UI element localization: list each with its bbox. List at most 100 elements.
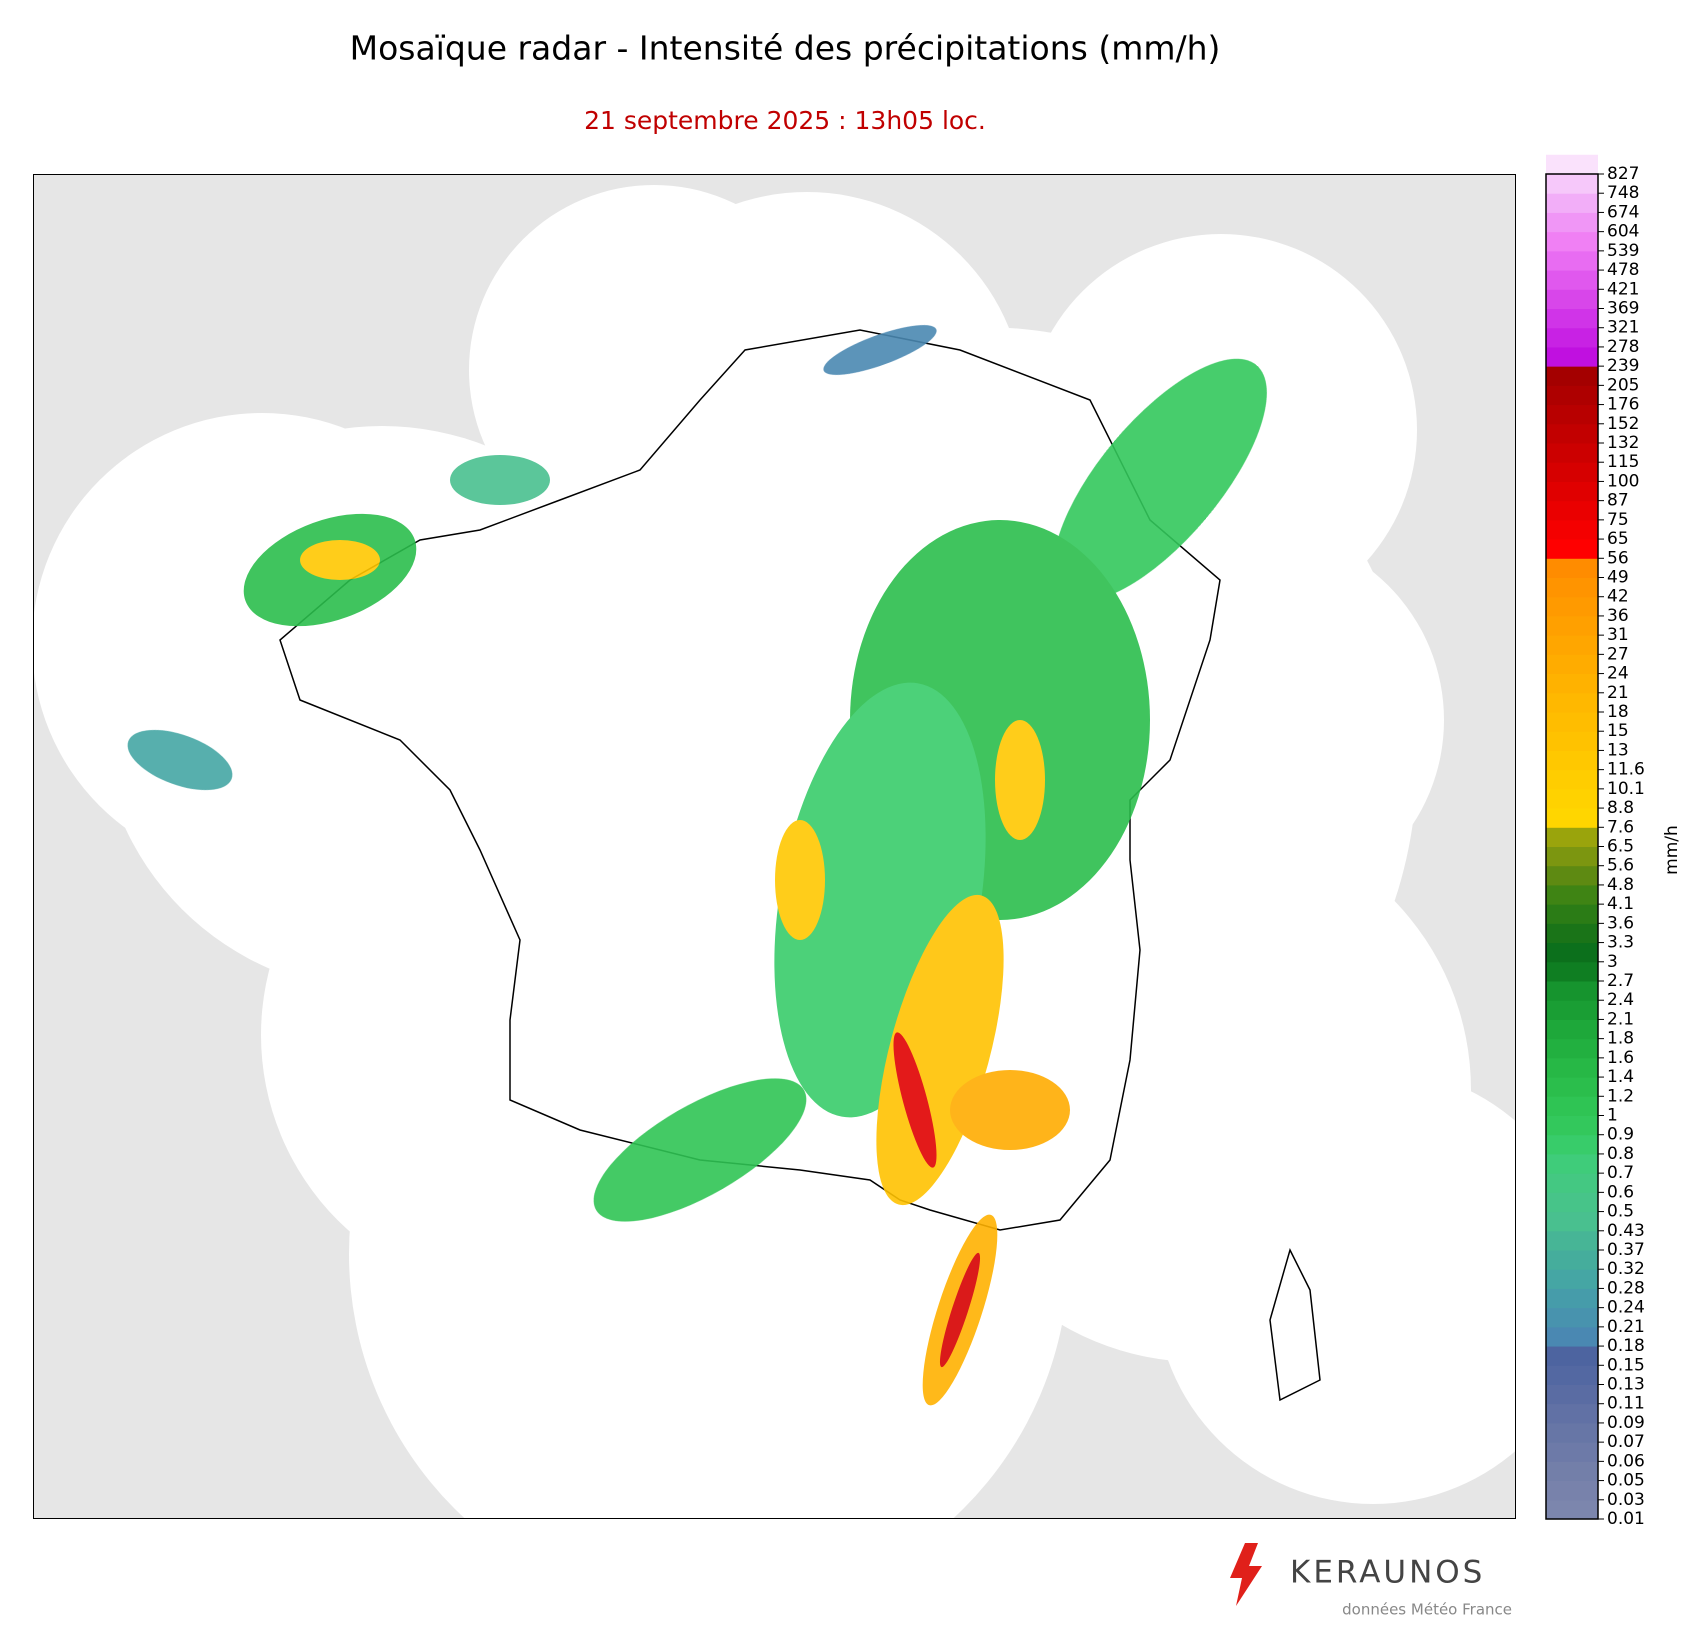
colorbar-tick-label: 1.4 bbox=[1607, 1067, 1634, 1087]
colorbar-tick-label: 2.4 bbox=[1607, 990, 1634, 1010]
colorbar-tick-label: 0.13 bbox=[1607, 1375, 1645, 1395]
colorbar-tick-label: 27 bbox=[1607, 644, 1629, 664]
title: Mosaïque radar - Intensité des précipita… bbox=[350, 29, 1221, 68]
colorbar-segment bbox=[1546, 788, 1598, 809]
colorbar-tick-label: 0.07 bbox=[1607, 1432, 1645, 1452]
colorbar-segment bbox=[1546, 212, 1598, 233]
colorbar-tick-label: 278 bbox=[1607, 337, 1639, 357]
logo: KERAUNOS données Météo France bbox=[1230, 1543, 1512, 1619]
colorbar-segment bbox=[1546, 673, 1598, 694]
colorbar-tick-label: 100 bbox=[1607, 471, 1639, 491]
colorbar-tick-label: 2.1 bbox=[1607, 1009, 1634, 1029]
colorbar-segment bbox=[1546, 1038, 1598, 1059]
colorbar-tick-label: 0.9 bbox=[1607, 1125, 1634, 1145]
colorbar-tick-label: 115 bbox=[1607, 452, 1639, 472]
colorbar-segment bbox=[1546, 712, 1598, 732]
colorbar-tick-label: 674 bbox=[1607, 202, 1639, 222]
colorbar-segment bbox=[1546, 519, 1598, 540]
colorbar-segment bbox=[1546, 270, 1598, 290]
colorbar-tick-label: 0.37 bbox=[1607, 1240, 1645, 1260]
colorbar-segment bbox=[1546, 750, 1598, 771]
colorbar-segment bbox=[1546, 1096, 1598, 1116]
colorbar-tick-label: 205 bbox=[1607, 375, 1639, 395]
colorbar-segment bbox=[1546, 731, 1598, 751]
colorbar-tick-label: 827 bbox=[1607, 164, 1639, 184]
colorbar-segment bbox=[1546, 1153, 1598, 1174]
colorbar-segment bbox=[1546, 1326, 1598, 1347]
colorbar-segment bbox=[1546, 1115, 1598, 1136]
colorbar-segment bbox=[1546, 1173, 1598, 1193]
colorbar-segment bbox=[1546, 404, 1598, 425]
colorbar-tick-label: 1.8 bbox=[1607, 1029, 1634, 1049]
colorbar-tick-label: 10.1 bbox=[1607, 779, 1645, 799]
colorbar-tick-label: 604 bbox=[1607, 222, 1639, 242]
colorbar-segment bbox=[1546, 1000, 1598, 1020]
colorbar-segment bbox=[1546, 884, 1598, 905]
colorbar-segment bbox=[1546, 250, 1598, 271]
colorbar-tick-label: 3.6 bbox=[1607, 913, 1634, 933]
colorbar-segment bbox=[1546, 174, 1598, 194]
colorbar-label: mm/h bbox=[1662, 825, 1682, 875]
colorbar-tick-label: 5.6 bbox=[1607, 856, 1634, 876]
colorbar-segment bbox=[1546, 577, 1598, 598]
colorbar-segment bbox=[1546, 1134, 1598, 1155]
colorbar-tick-label: 0.6 bbox=[1607, 1182, 1634, 1202]
colorbar-tick-label: 75 bbox=[1607, 510, 1629, 530]
colorbar-tick-label: 49 bbox=[1607, 568, 1629, 588]
colorbar-tick-label: 0.09 bbox=[1607, 1413, 1645, 1433]
colorbar-tick-label: 3.3 bbox=[1607, 933, 1634, 953]
colorbar-segment bbox=[1546, 923, 1598, 944]
colorbar-tick-label: 0.8 bbox=[1607, 1144, 1634, 1164]
colorbar-segment bbox=[1546, 846, 1598, 867]
colorbar-tick-label: 478 bbox=[1607, 260, 1639, 280]
colorbar-tick-label: 36 bbox=[1607, 606, 1629, 626]
colorbar-tick-label: 0.18 bbox=[1607, 1336, 1645, 1356]
colorbar-tick-label: 0.43 bbox=[1607, 1221, 1645, 1241]
colorbar-segment bbox=[1546, 327, 1598, 348]
colorbar-tick-label: 0.32 bbox=[1607, 1259, 1645, 1279]
colorbar-segment bbox=[1546, 1019, 1598, 1040]
colorbar-segment bbox=[1546, 1480, 1598, 1501]
colorbar-segment bbox=[1546, 904, 1598, 924]
colorbar-segment bbox=[1546, 1077, 1598, 1097]
colorbar-tick-label: 13 bbox=[1607, 740, 1629, 760]
colorbar-segment bbox=[1546, 481, 1598, 502]
colorbar-tick-label: 42 bbox=[1607, 587, 1629, 607]
colorbar-tick-label: 369 bbox=[1607, 299, 1639, 319]
colorbar-segment bbox=[1546, 1211, 1598, 1232]
colorbar-tick-label: 4.1 bbox=[1607, 894, 1634, 914]
colorbar-segment bbox=[1546, 289, 1598, 309]
colorbar-tick-label: 15 bbox=[1607, 721, 1629, 741]
colorbar-segment bbox=[1546, 942, 1598, 963]
colorbar-tick-label: 0.05 bbox=[1607, 1471, 1645, 1491]
colorbar-segment bbox=[1546, 154, 1598, 175]
colorbar-tick-label: 87 bbox=[1607, 491, 1629, 511]
colorbar-tick-label: 0.7 bbox=[1607, 1163, 1634, 1183]
colorbar-segment bbox=[1546, 1461, 1598, 1482]
colorbar-tick-label: 0.15 bbox=[1607, 1355, 1645, 1375]
colorbar-segment bbox=[1546, 500, 1598, 521]
colorbar-segment bbox=[1546, 558, 1598, 578]
colorbar-segment bbox=[1546, 827, 1598, 847]
colorbar-segment bbox=[1546, 1422, 1598, 1443]
colorbar-segment bbox=[1546, 1346, 1598, 1366]
colorbar-tick-label: 18 bbox=[1607, 702, 1629, 722]
colorbar-tick-label: 1.2 bbox=[1607, 1086, 1634, 1106]
colorbar-segment bbox=[1546, 193, 1598, 213]
colorbar-tick-label: 0.28 bbox=[1607, 1278, 1645, 1298]
colorbar-segment bbox=[1546, 1307, 1598, 1328]
colorbar-segment bbox=[1546, 1230, 1598, 1251]
colorbar-segment bbox=[1546, 231, 1598, 252]
colorbar-segment bbox=[1546, 1192, 1598, 1213]
colorbar-segment bbox=[1546, 539, 1598, 559]
colorbar-tick-label: 1.6 bbox=[1607, 1048, 1634, 1068]
colorbar-segment bbox=[1546, 308, 1598, 329]
colorbar-tick-label: 132 bbox=[1607, 433, 1639, 453]
colorbar-segment bbox=[1546, 366, 1598, 386]
logo-credit: données Météo France bbox=[1342, 1601, 1512, 1619]
colorbar-segment bbox=[1546, 385, 1598, 406]
colorbar-tick-label: 0.03 bbox=[1607, 1490, 1645, 1510]
colorbar-segment bbox=[1546, 1269, 1598, 1289]
colorbar-tick-label: 0.21 bbox=[1607, 1317, 1645, 1337]
